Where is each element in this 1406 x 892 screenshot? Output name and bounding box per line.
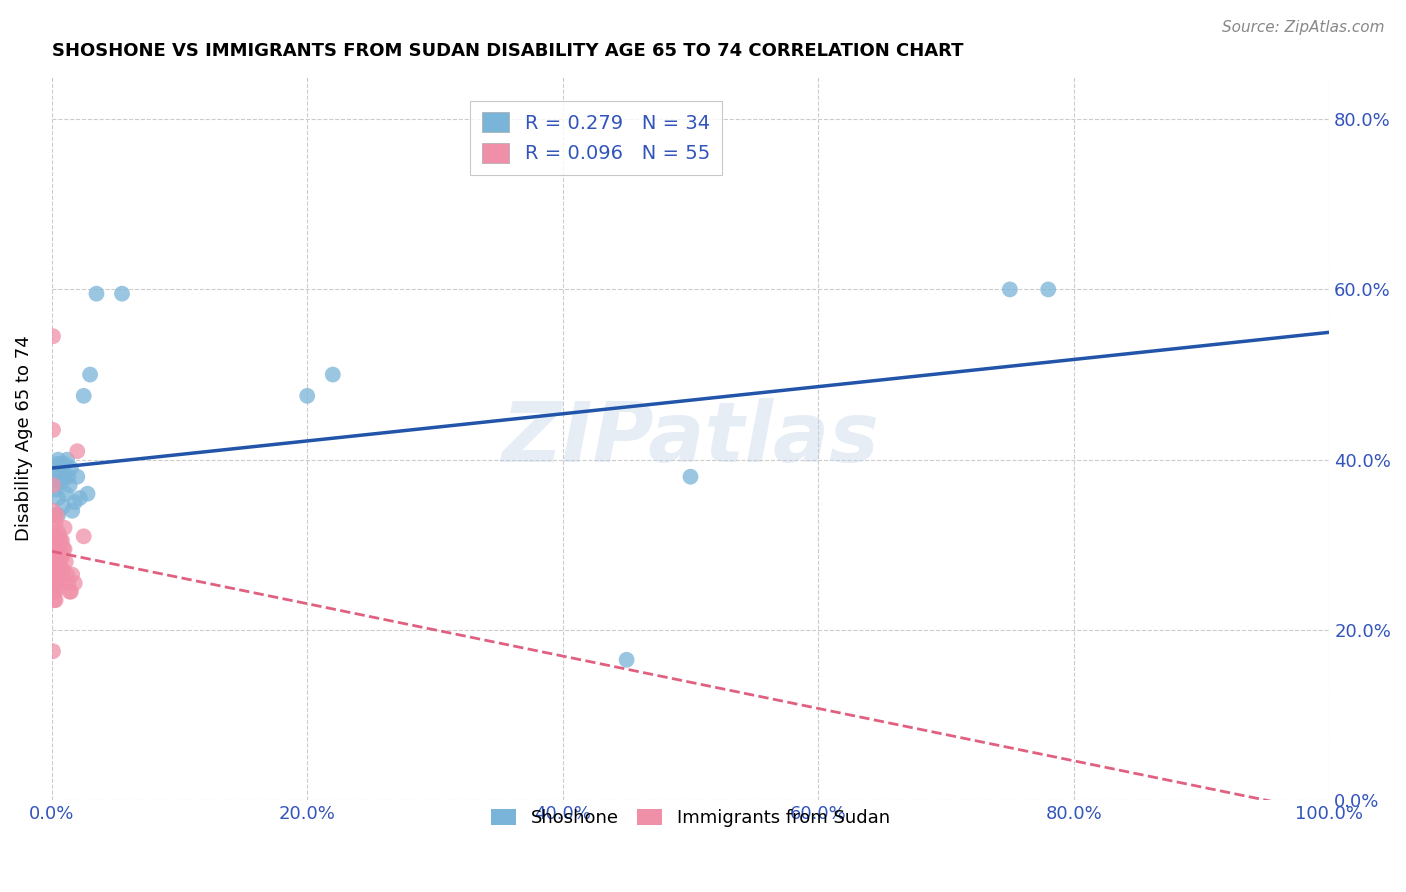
Point — [59, 584, 82, 599]
Point — [44, 593, 66, 607]
Point — [60, 567, 83, 582]
Point — [45, 567, 67, 582]
Point — [79, 368, 101, 382]
Point — [66, 469, 89, 483]
Point — [42, 567, 65, 582]
Point — [69, 491, 91, 505]
Point — [48, 466, 70, 480]
Point — [42, 478, 65, 492]
Point — [56, 452, 79, 467]
Point — [45, 593, 67, 607]
Point — [58, 469, 80, 483]
Point — [45, 550, 67, 565]
Point — [76, 487, 98, 501]
Point — [45, 466, 67, 480]
Point — [63, 495, 86, 509]
Point — [297, 389, 319, 403]
Point — [44, 508, 66, 522]
Point — [52, 542, 75, 557]
Point — [42, 533, 65, 548]
Text: SHOSHONE VS IMMIGRANTS FROM SUDAN DISABILITY AGE 65 TO 74 CORRELATION CHART: SHOSHONE VS IMMIGRANTS FROM SUDAN DISABI… — [52, 42, 963, 60]
Point — [44, 529, 66, 543]
Point — [44, 512, 66, 526]
Point — [1038, 282, 1060, 296]
Point — [45, 483, 67, 497]
Y-axis label: Disability Age 65 to 74: Disability Age 65 to 74 — [15, 335, 32, 541]
Point — [46, 542, 69, 557]
Point — [45, 533, 67, 548]
Point — [55, 487, 77, 501]
Point — [55, 555, 77, 569]
Text: ZIPatlas: ZIPatlas — [502, 398, 879, 479]
Point — [49, 550, 72, 565]
Point — [42, 423, 65, 437]
Point — [679, 469, 702, 483]
Point — [86, 286, 108, 301]
Point — [998, 282, 1021, 296]
Point — [56, 567, 79, 582]
Point — [51, 474, 73, 488]
Point — [45, 474, 67, 488]
Point — [42, 504, 65, 518]
Point — [48, 529, 70, 543]
Text: Source: ZipAtlas.com: Source: ZipAtlas.com — [1222, 20, 1385, 35]
Point — [45, 559, 67, 574]
Point — [51, 550, 73, 565]
Point — [48, 576, 70, 591]
Point — [53, 469, 76, 483]
Point — [48, 542, 70, 557]
Point — [52, 500, 75, 514]
Point — [52, 563, 75, 577]
Point — [46, 508, 69, 522]
Point — [45, 529, 67, 543]
Point — [42, 576, 65, 591]
Point — [46, 452, 69, 467]
Legend: Shoshone, Immigrants from Sudan: Shoshone, Immigrants from Sudan — [484, 802, 897, 835]
Point — [42, 559, 65, 574]
Point — [45, 508, 67, 522]
Point — [111, 286, 134, 301]
Point — [46, 524, 69, 539]
Point — [59, 584, 82, 599]
Point — [616, 653, 638, 667]
Point — [49, 457, 72, 471]
Point — [48, 559, 70, 574]
Point — [45, 567, 67, 582]
Point — [44, 576, 66, 591]
Point — [51, 533, 73, 548]
Point — [58, 576, 80, 591]
Point — [60, 504, 83, 518]
Point — [42, 329, 65, 343]
Point — [45, 584, 67, 599]
Point — [53, 542, 76, 557]
Point — [45, 457, 67, 471]
Point — [46, 491, 69, 505]
Point — [73, 529, 96, 543]
Point — [44, 584, 66, 599]
Point — [44, 550, 66, 565]
Point — [42, 584, 65, 599]
Point — [45, 516, 67, 531]
Point — [44, 567, 66, 582]
Point — [46, 576, 69, 591]
Point — [322, 368, 344, 382]
Point — [42, 644, 65, 658]
Point — [59, 478, 82, 492]
Point — [63, 576, 86, 591]
Point — [42, 550, 65, 565]
Point — [59, 461, 82, 475]
Point — [49, 533, 72, 548]
Point — [53, 521, 76, 535]
Point — [45, 576, 67, 591]
Point — [45, 542, 67, 557]
Point — [66, 444, 89, 458]
Point — [53, 457, 76, 471]
Point — [73, 389, 96, 403]
Point — [46, 559, 69, 574]
